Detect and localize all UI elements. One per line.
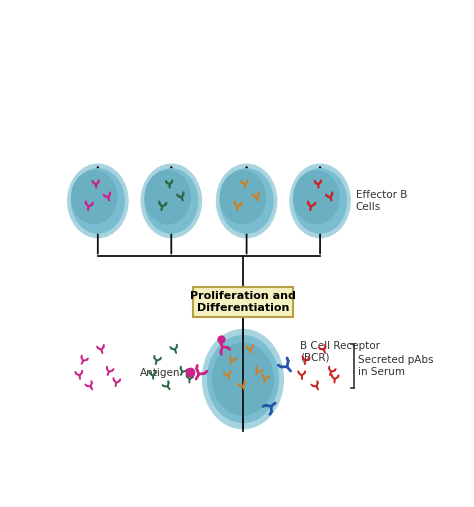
Text: B Cell Receptor
(BCR): B Cell Receptor (BCR) [300,341,380,363]
Ellipse shape [145,169,198,233]
Ellipse shape [220,171,265,224]
Ellipse shape [72,169,124,233]
Ellipse shape [294,171,339,224]
Ellipse shape [217,164,277,238]
Ellipse shape [208,336,278,422]
Ellipse shape [290,164,350,238]
Text: Proliferation and
Differentiation: Proliferation and Differentiation [190,291,296,313]
Ellipse shape [220,169,273,233]
Ellipse shape [72,171,117,224]
FancyBboxPatch shape [193,287,292,317]
Text: Antigen: Antigen [140,368,181,378]
Text: Effector B
Cells: Effector B Cells [356,190,407,212]
Ellipse shape [68,164,128,238]
Ellipse shape [145,171,190,224]
Ellipse shape [294,169,346,233]
Ellipse shape [141,164,201,238]
Ellipse shape [202,330,283,429]
Ellipse shape [213,343,273,415]
Text: Secreted pAbs
in Serum: Secreted pAbs in Serum [357,355,433,377]
